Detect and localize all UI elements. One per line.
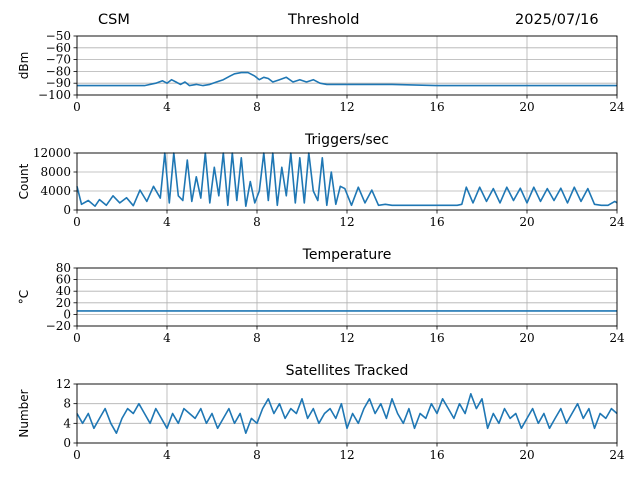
x-tick-label: 8 [253,215,261,229]
series-line-1 [77,71,617,87]
x-tick-label: 16 [429,100,444,114]
y-tick-label: 12 [56,377,71,391]
y-tick-label: 8 [63,397,71,411]
x-tick-label: 12 [339,448,354,462]
x-tick-label: 0 [73,448,81,462]
chart-title: Triggers/sec [304,132,389,148]
x-tick-label: 8 [253,331,261,345]
x-tick-label: 24 [609,331,625,345]
x-tick-label: 0 [73,215,81,229]
y-tick-label: −80 [46,64,71,78]
x-tick-label: 0 [73,100,81,114]
y-tick-label: 0 [63,436,71,450]
x-tick-label: 20 [519,331,534,345]
header-left-label: CSM [98,12,130,28]
x-tick-label: 20 [519,215,534,229]
x-tick-label: 16 [429,331,444,345]
y-axis-label: Count [17,163,31,199]
x-tick-label: 0 [73,331,81,345]
y-tick-label: −50 [46,29,71,43]
x-tick-label: 4 [163,215,171,229]
y-tick-label: −70 [46,53,71,67]
y-tick-label: 12000 [33,146,71,160]
y-tick-label: −100 [38,88,71,102]
x-tick-label: 12 [339,331,354,345]
chart-title: Satellites Tracked [286,363,409,379]
chart-title: Temperature [302,247,392,263]
x-tick-label: 8 [253,448,261,462]
y-tick-label: −90 [46,76,71,90]
x-tick-label: 24 [609,448,625,462]
x-tick-label: 16 [429,215,444,229]
y-axis-label: Number [17,389,31,437]
y-tick-label: 4 [63,416,71,430]
y-tick-label: 60 [56,273,71,287]
y-tick-label: −60 [46,41,71,55]
y-axis-label: dBm [17,52,31,80]
x-tick-label: 12 [339,100,354,114]
y-axis-label: °C [17,290,31,304]
y-tick-label: 8000 [40,165,71,179]
y-tick-label: 40 [56,284,71,298]
y-tick-label: 0 [63,203,71,217]
x-tick-label: 12 [339,215,354,229]
x-tick-label: 24 [609,100,625,114]
series-line-1 [76,392,618,435]
header-date: 2025/07/16 [515,12,599,28]
y-tick-label: 80 [56,261,71,275]
x-tick-label: 4 [163,100,171,114]
x-tick-label: 16 [429,448,444,462]
y-tick-label: 4000 [40,184,71,198]
x-tick-label: 4 [163,331,171,345]
y-tick-label: 20 [56,296,71,310]
y-tick-label: 0 [63,307,71,321]
x-tick-label: 8 [253,100,261,114]
y-tick-label: −20 [46,319,71,333]
x-tick-label: 24 [609,215,625,229]
x-tick-label: 20 [519,448,534,462]
header-center-title: Threshold [288,12,360,28]
x-tick-label: 20 [519,100,534,114]
x-tick-label: 4 [163,448,171,462]
